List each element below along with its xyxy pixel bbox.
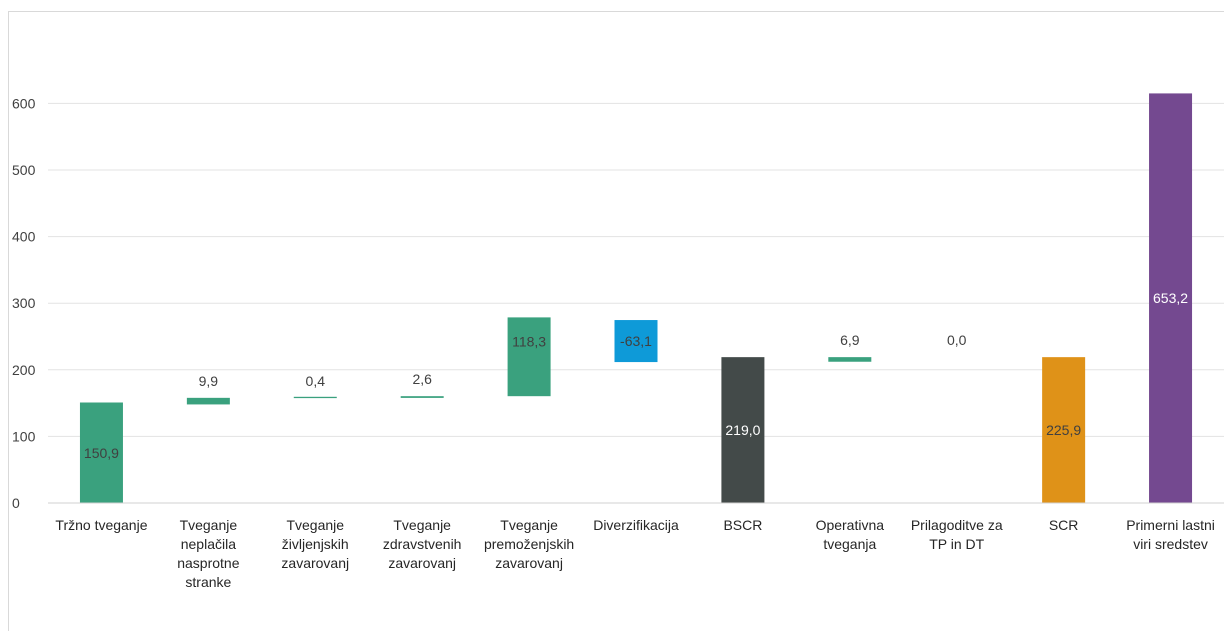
- bar: [1042, 357, 1086, 503]
- category-label: premoženjskih: [484, 536, 574, 552]
- data-label: 2,6: [412, 371, 432, 387]
- y-tick-label: 500: [12, 162, 36, 178]
- category-label: viri sredstev: [1133, 536, 1208, 552]
- y-tick-label: 200: [12, 362, 36, 378]
- category-label: zavarovanj: [388, 555, 456, 571]
- bar: [293, 396, 337, 399]
- y-tick-label: 600: [12, 95, 36, 111]
- y-tick-label: 0: [12, 495, 20, 511]
- x-axis: Tržno tveganje Tveganje neplačila nasprotne…: [48, 502, 1224, 590]
- category-label: stranke: [185, 574, 231, 590]
- category-label: Tveganje: [500, 517, 558, 533]
- data-label: 225,9: [1046, 422, 1081, 438]
- bar: [1149, 93, 1193, 503]
- data-label: 219,0: [725, 422, 760, 438]
- data-label: -63,1: [620, 333, 652, 349]
- data-label: 0,4: [306, 373, 326, 389]
- bar: [186, 397, 230, 405]
- bar: [828, 357, 872, 362]
- category-label: Primerni lastni: [1126, 517, 1215, 533]
- data-label: 118,3: [512, 333, 546, 349]
- category-label: nasprotne: [177, 555, 239, 571]
- category-label: Diverzifikacija: [593, 517, 679, 533]
- category-label: zdravstvenih: [383, 536, 462, 552]
- category-label: življenjskih: [282, 536, 349, 552]
- bar: [721, 357, 765, 503]
- category-label: tveganja: [823, 536, 876, 552]
- category-label: Tveganje: [393, 517, 451, 533]
- y-tick-label: 100: [12, 428, 36, 444]
- bar: [614, 320, 658, 363]
- category-label: zavarovanj: [495, 555, 563, 571]
- category-label: TP in DT: [929, 536, 984, 552]
- category-label: neplačila: [181, 536, 236, 552]
- category-label: Tržno tveganje: [55, 517, 147, 533]
- chart-frame: [8, 11, 1224, 631]
- gridlines: [48, 102, 1224, 437]
- data-label: 9,9: [199, 373, 219, 389]
- category-label: Operativna: [816, 517, 885, 533]
- category-label: Tveganje: [180, 517, 238, 533]
- data-label: 0,0: [947, 332, 967, 348]
- y-tick-label: 400: [12, 229, 36, 245]
- category-label: Tveganje: [286, 517, 344, 533]
- bar: [400, 396, 444, 398]
- y-axis: 0 100 200 300 400 500 600: [12, 95, 36, 511]
- bar: [507, 317, 551, 397]
- data-label: 6,9: [840, 332, 860, 348]
- category-label: Prilagoditve za: [911, 517, 1003, 533]
- category-label: BSCR: [723, 517, 762, 533]
- category-label: SCR: [1049, 517, 1079, 533]
- category-label: zavarovanj: [281, 555, 349, 571]
- data-label: 150,9: [84, 445, 119, 461]
- waterfall-chart: 0 100 200 300 400 500 600 150,9 9,9 0,4 2,6 118,3 -…: [12, 93, 1224, 590]
- bars: 150,9 9,9 0,4 2,6 118,3 -63,1 219,0 6,9 0,0 225,9…: [79, 93, 1193, 503]
- data-label: 653,2: [1153, 290, 1188, 306]
- y-tick-label: 300: [12, 295, 36, 311]
- bar: [79, 402, 123, 503]
